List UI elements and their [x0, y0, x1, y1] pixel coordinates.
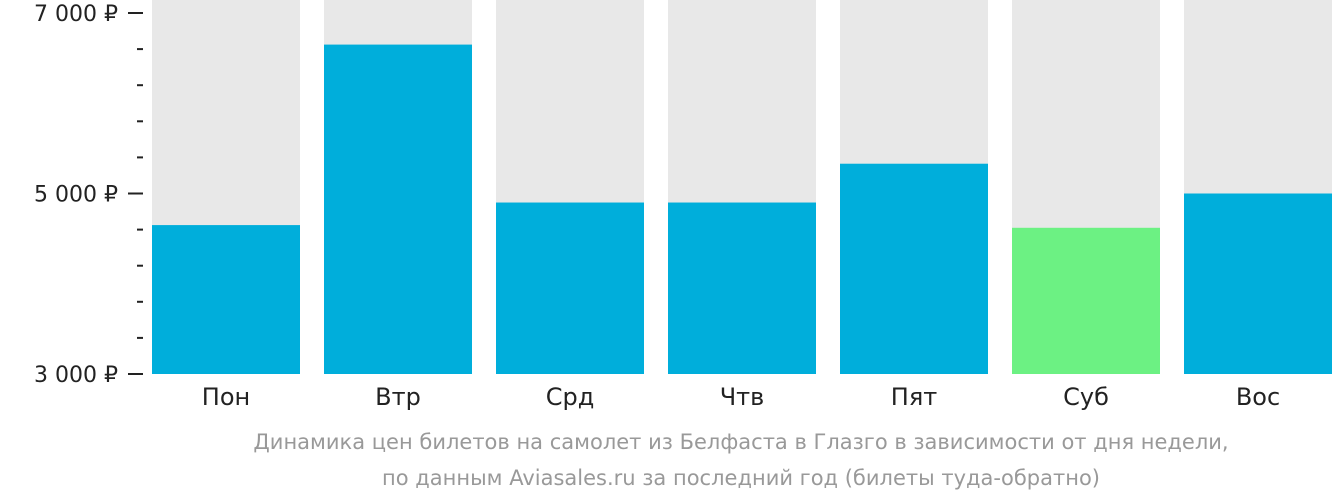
y-axis: 3 000 ₽ 5 000 ₽ 7 000 ₽	[34, 2, 143, 388]
y-tick-label: 7 000 ₽	[34, 2, 118, 27]
chart-caption-line-2: по данным Aviasales.ru за последний год …	[382, 466, 1100, 490]
bars	[152, 0, 1332, 375]
x-tick-label: Суб	[1063, 383, 1109, 411]
bar	[496, 202, 644, 374]
x-tick-label: Срд	[546, 383, 595, 411]
bar	[324, 44, 472, 375]
bar	[1012, 227, 1160, 374]
y-tick-label: 3 000 ₽	[34, 363, 118, 388]
chart-caption-line-1: Динамика цен билетов на самолет из Белфа…	[253, 430, 1229, 454]
bar	[840, 163, 988, 374]
x-axis: Пон Втр Срд Чтв Пят Суб Вос	[202, 383, 1280, 411]
x-tick-label: Чтв	[720, 383, 765, 411]
x-tick-label: Втр	[375, 383, 421, 411]
x-tick-label: Вос	[1236, 383, 1280, 411]
y-tick-label: 5 000 ₽	[34, 183, 118, 208]
x-tick-label: Пон	[202, 383, 250, 411]
bar	[1184, 193, 1332, 374]
x-tick-label: Пят	[891, 383, 937, 411]
bar	[152, 225, 300, 374]
bar	[668, 202, 816, 374]
